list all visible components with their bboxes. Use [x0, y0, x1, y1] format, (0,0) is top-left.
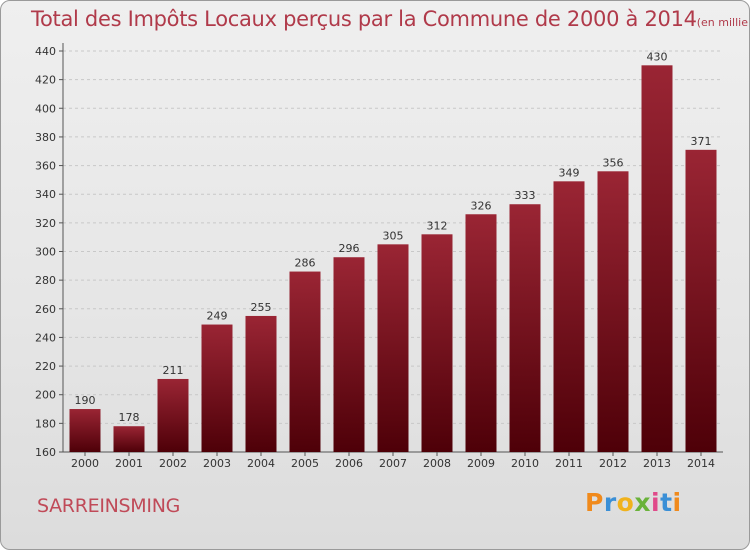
- commune-name: SARREINSMING: [37, 495, 181, 517]
- x-tick-label: 2011: [555, 457, 583, 470]
- x-tick-label: 2004: [247, 457, 275, 470]
- x-tick-label: 2000: [71, 457, 99, 470]
- y-tick-label: 300: [35, 246, 56, 259]
- y-tick-label: 400: [35, 102, 56, 115]
- bar-value-label: 190: [75, 394, 96, 407]
- logo-letter: P: [585, 488, 604, 517]
- y-tick-label: 240: [35, 331, 56, 344]
- chart-title: Total des Impôts Locaux perçus par la Co…: [31, 7, 749, 31]
- y-tick-label: 180: [35, 417, 56, 430]
- logo-letter: x: [634, 488, 651, 517]
- bar-value-label: 333: [515, 189, 536, 202]
- y-tick-label: 220: [35, 360, 56, 373]
- bar-value-label: 430: [647, 50, 668, 63]
- bar: [509, 204, 541, 452]
- bar: [597, 171, 629, 453]
- bar: [641, 65, 673, 453]
- bar-value-label: 178: [119, 411, 140, 424]
- logo-letter: o: [616, 488, 635, 517]
- chart-unit: (en milliers d'€): [696, 16, 749, 29]
- x-tick-label: 2006: [335, 457, 363, 470]
- y-tick-label: 160: [35, 446, 56, 459]
- bar-value-label: 249: [207, 310, 228, 323]
- y-tick-label: 280: [35, 274, 56, 287]
- bar: [201, 324, 233, 452]
- bar: [157, 378, 189, 452]
- logo-letter: i: [651, 488, 661, 517]
- bar-value-label: 326: [471, 199, 492, 212]
- y-tick-label: 380: [35, 131, 56, 144]
- x-tick-label: 2012: [599, 457, 627, 470]
- chart-title-text: Total des Impôts Locaux perçus par la Co…: [31, 7, 697, 31]
- bar-value-label: 349: [559, 166, 580, 179]
- proxiti-logo[interactable]: Proxiti: [585, 488, 682, 517]
- bar: [333, 257, 365, 452]
- y-tick-label: 320: [35, 217, 56, 230]
- bar: [289, 271, 321, 452]
- bar: [245, 315, 277, 452]
- bar: [465, 214, 497, 452]
- x-tick-label: 2003: [203, 457, 231, 470]
- x-tick-label: 2001: [115, 457, 143, 470]
- bar: [421, 234, 453, 452]
- x-tick-label: 2002: [159, 457, 187, 470]
- bar: [113, 426, 145, 452]
- x-tick-label: 2009: [467, 457, 495, 470]
- x-tick-label: 2008: [423, 457, 451, 470]
- bars-layer: [69, 65, 717, 453]
- bar-value-label: 305: [383, 229, 404, 242]
- y-tick-label: 360: [35, 160, 56, 173]
- bar-value-label: 255: [251, 301, 272, 314]
- logo-letter: r: [603, 488, 617, 517]
- y-tick-label: 260: [35, 303, 56, 316]
- y-tick-label: 200: [35, 389, 56, 402]
- logo-letter: t: [660, 488, 673, 517]
- bar-value-label: 211: [163, 364, 184, 377]
- bar-value-label: 356: [603, 156, 624, 169]
- bar-value-label: 371: [691, 135, 712, 148]
- bar: [685, 149, 717, 452]
- bar-value-label: 286: [295, 257, 316, 270]
- bar: [377, 244, 409, 452]
- x-tick-label: 2013: [643, 457, 671, 470]
- x-tick-label: 2007: [379, 457, 407, 470]
- y-tick-label: 340: [35, 188, 56, 201]
- y-tick-label: 440: [35, 45, 56, 58]
- x-tick-label: 2014: [687, 457, 715, 470]
- bar-value-label: 312: [427, 219, 448, 232]
- x-tick-label: 2010: [511, 457, 539, 470]
- logo-letter: i: [672, 488, 682, 517]
- bar-value-label: 296: [339, 242, 360, 255]
- y-tick-label: 420: [35, 74, 56, 87]
- labels-layer: 160 180 200 220 240 260 280 300 320 340 360 380 400 4…: [35, 45, 715, 470]
- bar: [69, 409, 101, 452]
- x-tick-label: 2005: [291, 457, 319, 470]
- bar: [553, 181, 585, 452]
